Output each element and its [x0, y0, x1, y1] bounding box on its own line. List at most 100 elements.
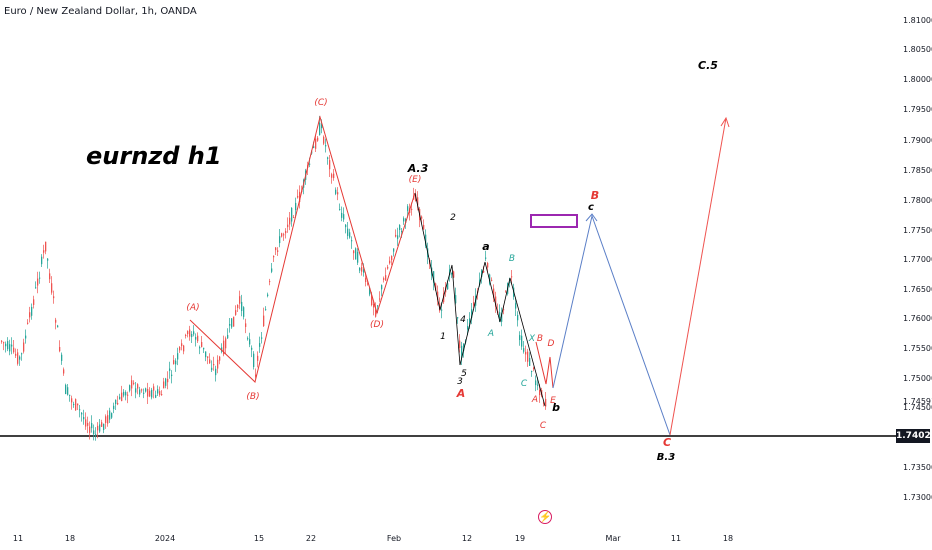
candle-body: [189, 329, 191, 337]
candle-body: [425, 234, 427, 247]
candle-body: [357, 251, 359, 263]
candle-body: [53, 296, 55, 299]
candle-body: [339, 209, 341, 211]
candle-body: [455, 295, 457, 304]
candle-body: [517, 314, 519, 321]
candle-body: [233, 316, 235, 327]
candle-body: [437, 291, 439, 300]
candle-body: [3, 342, 5, 344]
candle-body: [91, 423, 93, 429]
candle-body: [269, 281, 271, 283]
candle-body: [403, 218, 405, 222]
candle-body: [239, 296, 241, 304]
candle-body: [123, 391, 125, 396]
price-tick-label: 1.77500: [903, 226, 932, 235]
wave-label: A: [456, 387, 466, 400]
candle-body: [417, 197, 419, 206]
candle-body: [65, 384, 67, 395]
candle-body: [537, 384, 539, 386]
candle-body: [83, 416, 85, 420]
time-tick-label: 11: [13, 534, 23, 543]
candle-body: [57, 325, 59, 328]
wave-label: 1: [440, 332, 446, 342]
candle-body: [367, 283, 369, 285]
candle-body: [211, 367, 213, 371]
candle-body: [453, 271, 455, 278]
candle-body: [51, 283, 53, 293]
candle-body: [433, 271, 435, 283]
wave-label: (D): [370, 320, 384, 330]
candle-body: [411, 208, 413, 210]
wave-label: (B): [246, 392, 259, 402]
candle-body: [363, 269, 365, 273]
candle-body: [5, 343, 7, 347]
wave-label: b: [552, 401, 560, 414]
candle-body: [461, 345, 463, 358]
candle-body: [59, 347, 61, 352]
candle-body: [373, 303, 375, 308]
wave-label: C: [521, 379, 528, 389]
candle-body: [133, 382, 135, 384]
price-tick-label: 1.74500: [903, 403, 932, 412]
candle-body: [209, 359, 211, 364]
candle-body: [397, 235, 399, 239]
candle-body: [121, 392, 123, 402]
candle-body: [175, 360, 177, 365]
candle-body: [109, 410, 111, 420]
candle-body: [531, 370, 533, 372]
candle-body: [241, 301, 243, 311]
candle-body: [325, 145, 327, 147]
price-tick-label: 1.80500: [903, 45, 932, 54]
time-tick-label: Mar: [605, 534, 621, 543]
candle-body: [13, 347, 15, 353]
candle-body: [481, 270, 483, 277]
candle-body: [535, 380, 537, 386]
wave-label: C: [540, 421, 547, 431]
candle-body: [265, 309, 267, 311]
candle-body: [545, 398, 547, 407]
candle-body: [539, 389, 541, 396]
wave-abcde-red: [189, 115, 416, 383]
candle-body: [315, 138, 317, 149]
candle-body: [483, 270, 485, 273]
candle-body: [235, 310, 237, 315]
candle-body: [319, 122, 321, 136]
candle-body: [251, 347, 253, 350]
candle-body: [125, 392, 127, 396]
candle-body: [321, 123, 323, 129]
candle-body: [103, 423, 105, 431]
wave-label: c: [588, 202, 594, 213]
candle-body: [447, 283, 449, 290]
wave-label: A: [531, 395, 538, 405]
candle-body: [115, 399, 117, 405]
price-tick-label: 1.77000: [903, 255, 932, 264]
candle-body: [73, 403, 75, 406]
wave-label: a: [482, 240, 489, 253]
lightning-icon[interactable]: ⚡: [538, 510, 552, 524]
candle-body: [25, 335, 27, 339]
candle-body: [243, 307, 245, 317]
candle-body: [39, 277, 41, 279]
candle-body: [157, 389, 159, 394]
candle-body: [1, 340, 3, 342]
candle-body: [165, 378, 167, 386]
wave-label: C.5: [698, 59, 718, 72]
candle-body: [493, 288, 495, 298]
candle-body: [295, 202, 297, 211]
time-tick-label: 15: [254, 534, 264, 543]
candle-body: [257, 355, 259, 361]
candle-body: [323, 136, 325, 144]
candle-body: [371, 295, 373, 306]
candle-body: [203, 347, 205, 350]
candle-body: [523, 348, 525, 352]
candle-body: [345, 224, 347, 228]
candle-body: [275, 247, 277, 251]
candle-body: [117, 402, 119, 405]
candle-body: [441, 309, 443, 311]
price-tick-label: 1.80000: [903, 75, 932, 84]
candle-body: [147, 388, 149, 397]
candle-body: [299, 191, 301, 203]
candle-body: [509, 281, 511, 284]
candle-body: [349, 232, 351, 238]
